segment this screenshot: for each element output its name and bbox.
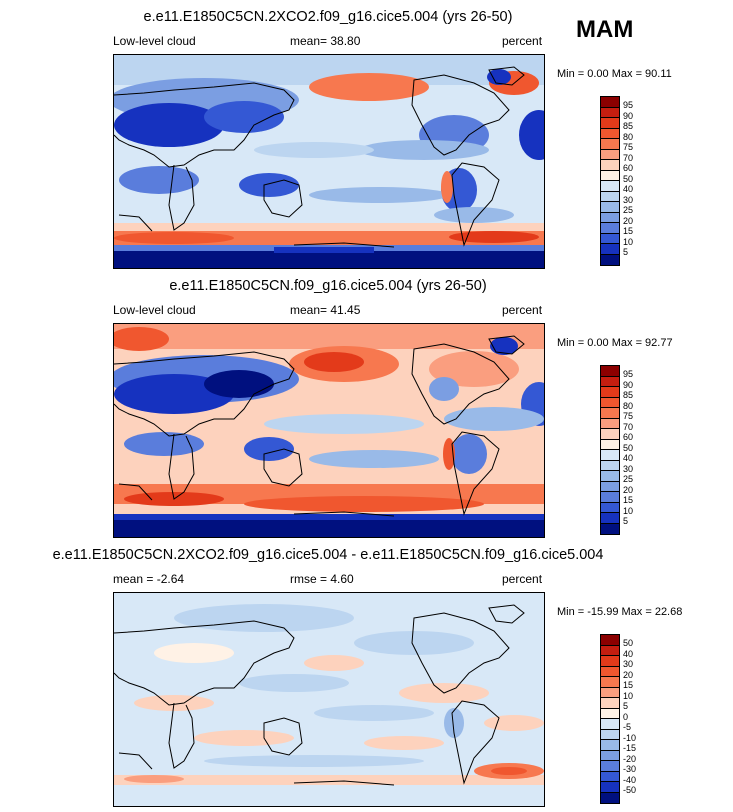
- panel1-cbar-label: 10: [623, 236, 634, 247]
- panel3-colorbar: [600, 634, 620, 804]
- panel3-map: [113, 592, 545, 807]
- panel1-cbar-label: 90: [623, 110, 634, 121]
- panel3-cbar-label: 5: [623, 701, 629, 711]
- panel2-cbar-label: 75: [623, 411, 634, 421]
- panel2-cbar-label: 95: [623, 369, 634, 379]
- panel3-cbar-label: -30: [623, 764, 637, 774]
- panel1-cbar-label: 15: [623, 226, 634, 236]
- panel1-cbar-label: 5: [623, 247, 629, 257]
- panel2-title: e.e11.E1850C5CN.f09_g16.cice5.004 (yrs 2…: [169, 278, 487, 294]
- panel1-mean: mean= 38.80: [290, 34, 361, 48]
- panel2-cbar-label: 50: [623, 442, 634, 453]
- panel1-cbar-label: 95: [623, 100, 634, 110]
- panel2-cbar-label: 60: [623, 432, 634, 442]
- panel2-variable: Low-level cloud: [113, 303, 196, 317]
- panel2-cbar-label: 10: [623, 505, 634, 516]
- panel1-units: percent: [502, 34, 543, 48]
- panel1-map: [113, 54, 545, 269]
- panel2-cbar-label: 15: [623, 495, 634, 505]
- panel3-cbar-label: -10: [623, 732, 637, 743]
- panel2-minmax: Min = 0.00 Max = 92.77: [557, 337, 673, 349]
- panel3-cbar-label: -5: [623, 722, 632, 732]
- panel2-cbar-label: 25: [623, 474, 634, 484]
- panel2-cbar-label: 90: [623, 379, 634, 390]
- panel2-cbar-label: 5: [623, 516, 629, 526]
- panel3-cbar-label: 15: [623, 680, 634, 690]
- panel1-colorbar: [600, 96, 620, 266]
- panel3-cbar-label: -50: [623, 785, 637, 795]
- panel2-cbar-label: 80: [623, 400, 634, 411]
- panel3-cbar-label: 30: [623, 659, 634, 669]
- panel2-cbar-label: 40: [623, 453, 634, 463]
- panel3-cbar-label: 10: [623, 690, 634, 701]
- panel1-minmax: Min = 0.00 Max = 90.11: [557, 68, 672, 80]
- season-label: MAM: [576, 16, 634, 43]
- panel1-cbar-label: 70: [623, 152, 634, 163]
- panel2-mean: mean= 41.45: [290, 303, 361, 317]
- panel3-cbar-label: -15: [623, 743, 637, 753]
- panel3-cbar-label: 0: [623, 711, 629, 722]
- panel2-cbar-label: 20: [623, 484, 634, 495]
- panel3-cbar-label: -40: [623, 774, 637, 785]
- panel3-cbar-label: 20: [623, 669, 634, 680]
- panel1-cbar-label: 85: [623, 121, 634, 131]
- panel1-cbar-label: 25: [623, 205, 634, 215]
- panel2-cbar-label: 30: [623, 463, 634, 474]
- panel3-minmax: Min = -15.99 Max = 22.68: [557, 606, 683, 618]
- panel1-cbar-label: 60: [623, 163, 634, 173]
- panel1-cbar-label: 80: [623, 131, 634, 142]
- panel3-cbar-label: 50: [623, 638, 634, 648]
- panel3-mean: mean = -2.64: [113, 572, 185, 586]
- panel2-cbar-label: 70: [623, 421, 634, 432]
- panel2-colorbar: [600, 365, 620, 535]
- panel1-variable: Low-level cloud: [113, 34, 196, 48]
- panel2-units: percent: [502, 303, 543, 317]
- panel3-units: percent: [502, 572, 543, 586]
- panel1-cbar-label: 30: [623, 194, 634, 205]
- panel1-title: e.e11.E1850C5CN.2XCO2.f09_g16.cice5.004 …: [143, 9, 513, 25]
- panel1-cbar-label: 40: [623, 184, 634, 194]
- panel1-cbar-label: 75: [623, 142, 634, 152]
- panel1-cbar-label: 20: [623, 215, 634, 226]
- panel3-title: e.e11.E1850C5CN.2XCO2.f09_g16.cice5.004 …: [52, 547, 604, 563]
- panel2-cbar-label: 85: [623, 390, 634, 400]
- panel3-cbar-label: 40: [623, 648, 634, 659]
- panel2-map: [113, 323, 545, 538]
- panel3-rmse: rmse = 4.60: [290, 572, 354, 586]
- panel1-cbar-label: 50: [623, 173, 634, 184]
- panel3-cbar-label: -20: [623, 753, 637, 764]
